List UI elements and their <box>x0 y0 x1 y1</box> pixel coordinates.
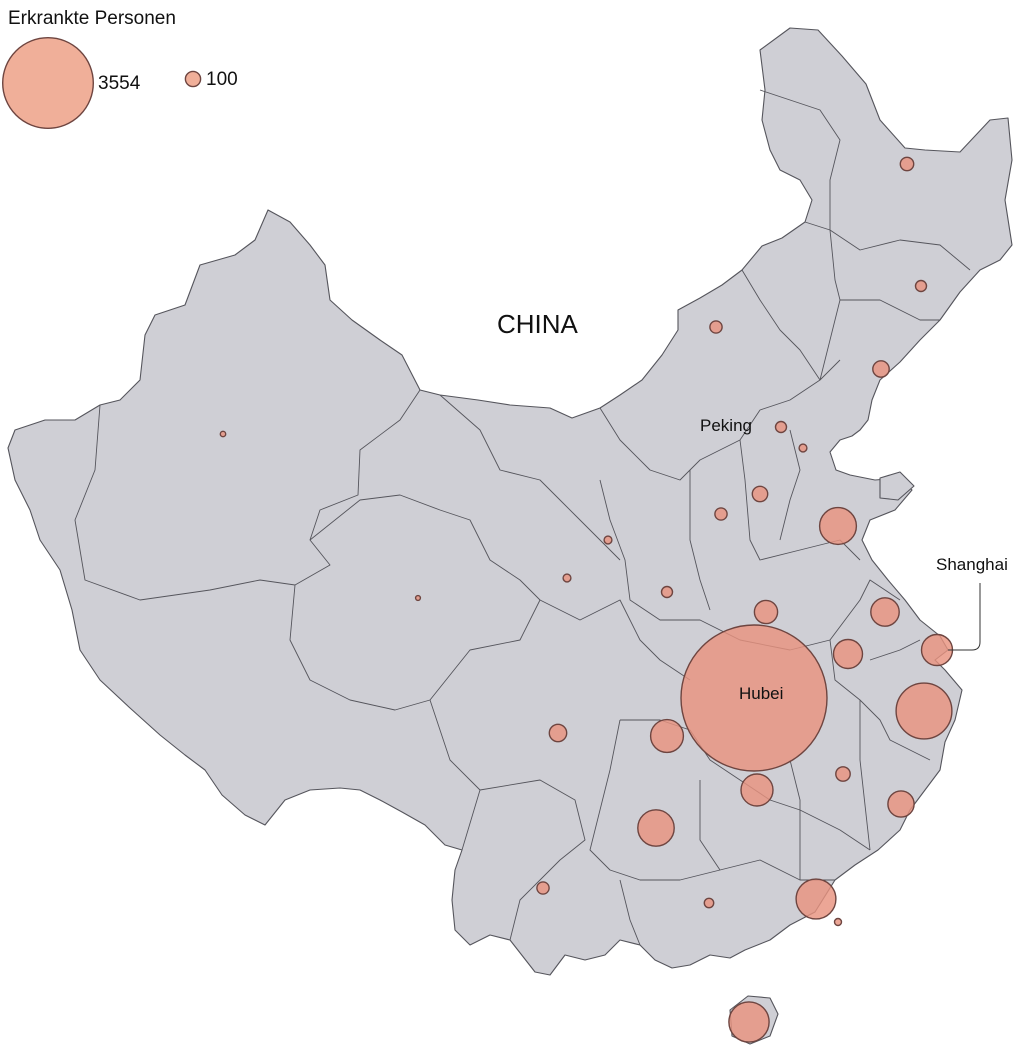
region-bubble <box>603 535 613 545</box>
region-bubble <box>818 506 858 546</box>
city-label-shanghai: Shanghai <box>936 555 1008 574</box>
region-bubble <box>870 597 900 627</box>
region-bubble <box>835 766 851 782</box>
region-bubble <box>833 917 843 927</box>
region-bubble <box>920 633 954 667</box>
country-label: CHINA <box>497 309 579 339</box>
region-bubble <box>795 878 837 920</box>
map-labels: CHINA Peking Shanghai Hubei <box>497 309 1008 703</box>
region-bubble <box>714 507 728 521</box>
legend: Erkrankte Personen 3554 100 <box>2 8 238 129</box>
legend-bubble-max <box>2 37 94 129</box>
legend-min-label: 100 <box>206 69 238 90</box>
region-bubble <box>649 718 685 754</box>
region-bubble <box>872 360 890 378</box>
region-bubble <box>740 773 774 807</box>
region-bubble <box>562 573 572 583</box>
china-outline <box>7 27 1013 976</box>
shandong-peninsula <box>879 471 915 501</box>
region-bubble <box>914 279 928 293</box>
region-bubble <box>832 638 864 670</box>
bubble-layer <box>219 156 954 1043</box>
region-bubble <box>709 320 723 334</box>
legend-title: Erkrankte Personen <box>8 8 176 29</box>
region-bubble <box>774 420 788 434</box>
region-bubble <box>414 594 422 602</box>
region-bubble <box>637 809 675 847</box>
region-bubble <box>680 624 828 772</box>
region-bubble <box>219 430 227 438</box>
region-bubble <box>728 1001 770 1043</box>
region-bubble <box>899 156 915 172</box>
region-bubble <box>548 723 568 743</box>
region-bubble <box>536 881 550 895</box>
region-bubble <box>751 485 769 503</box>
region-bubble <box>895 682 953 740</box>
epicenter-label: Hubei <box>739 684 783 703</box>
region-bubble <box>753 599 779 625</box>
shanghai-leader-line <box>948 583 981 651</box>
capital-label: Peking <box>700 416 752 435</box>
region-bubble <box>798 443 808 453</box>
region-bubble <box>887 790 915 818</box>
map-land <box>7 27 1013 1045</box>
region-bubble <box>703 897 715 909</box>
legend-bubble-min <box>184 70 202 88</box>
legend-max-label: 3554 <box>98 73 141 94</box>
region-bubble <box>660 585 674 599</box>
